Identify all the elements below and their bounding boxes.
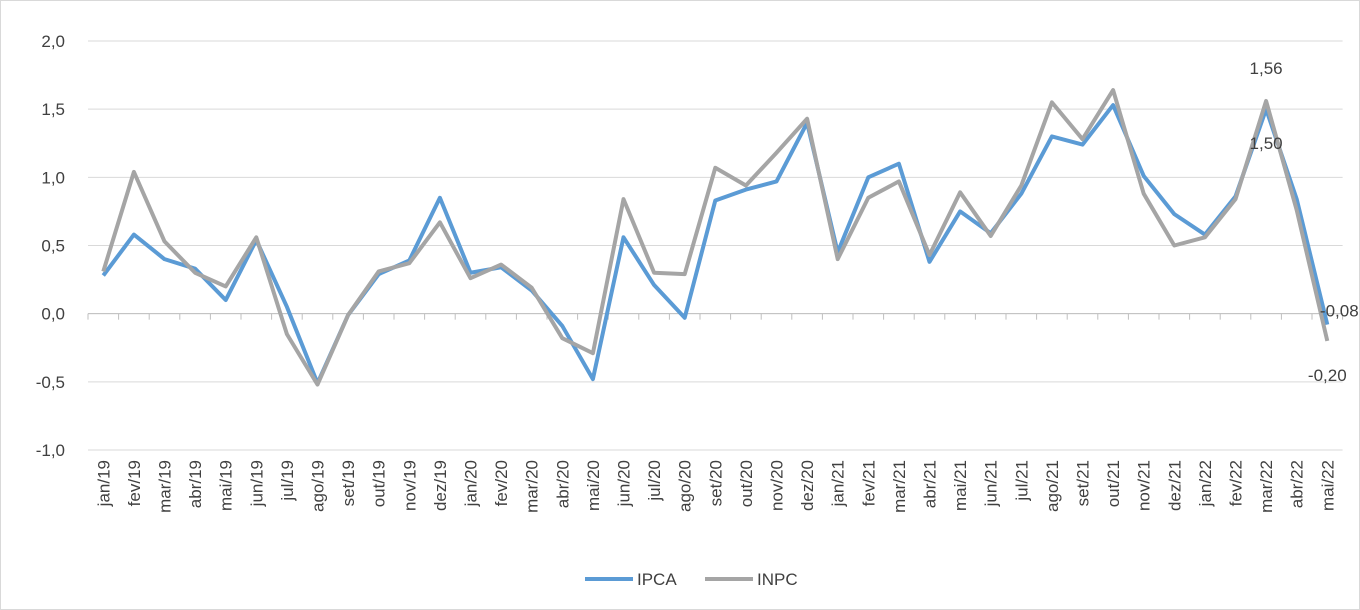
x-tick-label: mar/20 bbox=[523, 460, 542, 513]
x-tick-label: jul/20 bbox=[645, 460, 664, 502]
x-tick-label: ago/19 bbox=[309, 460, 328, 512]
x-tick-label: mai/20 bbox=[584, 460, 603, 511]
y-tick-label: 1,0 bbox=[41, 168, 65, 187]
x-tick-label: jul/19 bbox=[278, 460, 297, 502]
x-tick-label: jul/21 bbox=[1012, 460, 1031, 502]
x-tick-label: out/19 bbox=[370, 460, 389, 507]
x-tick-label: fev/19 bbox=[125, 460, 144, 506]
x-tick-label: ago/20 bbox=[676, 460, 695, 512]
x-tick-label: nov/21 bbox=[1135, 460, 1154, 511]
x-tick-label: jan/19 bbox=[94, 460, 113, 507]
x-tick-label: mar/21 bbox=[890, 460, 909, 513]
x-tick-label: abr/22 bbox=[1288, 460, 1307, 508]
x-tick-label: set/21 bbox=[1074, 460, 1093, 506]
data-label: -0,20 bbox=[1308, 366, 1347, 385]
x-tick-label: mai/21 bbox=[951, 460, 970, 511]
x-tick-label: jun/21 bbox=[982, 460, 1001, 507]
x-tick-label: out/20 bbox=[737, 460, 756, 507]
x-tick-label: mar/22 bbox=[1257, 460, 1276, 513]
y-tick-label: 0,0 bbox=[41, 305, 65, 324]
y-tick-label: -0,5 bbox=[36, 373, 65, 392]
x-tick-label: abr/20 bbox=[553, 460, 572, 508]
x-tick-label: abr/19 bbox=[186, 460, 205, 508]
x-tick-label: jun/19 bbox=[247, 460, 266, 507]
y-tick-label: 2,0 bbox=[41, 32, 65, 51]
x-tick-label: set/19 bbox=[339, 460, 358, 506]
data-label: -0,08 bbox=[1320, 302, 1359, 321]
x-tick-label: jun/20 bbox=[615, 460, 634, 507]
legend-label: IPCA bbox=[637, 570, 677, 589]
y-tick-label: -1,0 bbox=[36, 441, 65, 460]
x-tick-label: jan/22 bbox=[1196, 460, 1215, 507]
x-tick-label: ago/21 bbox=[1043, 460, 1062, 512]
x-tick-label: jan/20 bbox=[462, 460, 481, 507]
y-tick-label: 1,5 bbox=[41, 100, 65, 119]
x-tick-label: mai/19 bbox=[217, 460, 236, 511]
legend-label: INPC bbox=[757, 570, 798, 589]
x-tick-label: jan/21 bbox=[829, 460, 848, 507]
x-tick-label: nov/19 bbox=[400, 460, 419, 511]
data-label: 1,56 bbox=[1250, 59, 1283, 78]
x-tick-label: dez/20 bbox=[798, 460, 817, 511]
x-tick-label: fev/22 bbox=[1227, 460, 1246, 506]
x-tick-label: abr/21 bbox=[921, 460, 940, 508]
data-label: 1,50 bbox=[1250, 134, 1283, 153]
x-tick-label: set/20 bbox=[706, 460, 725, 506]
y-tick-label: 0,5 bbox=[41, 237, 65, 256]
x-tick-label: dez/19 bbox=[431, 460, 450, 511]
x-tick-label: dez/21 bbox=[1165, 460, 1184, 511]
x-tick-label: out/21 bbox=[1104, 460, 1123, 507]
x-tick-label: fev/21 bbox=[859, 460, 878, 506]
series-line bbox=[101, 88, 1330, 387]
x-tick-label: nov/20 bbox=[768, 460, 787, 511]
x-tick-label: mai/22 bbox=[1318, 460, 1337, 511]
x-tick-label: mar/19 bbox=[156, 460, 175, 513]
x-tick-label: fev/20 bbox=[492, 460, 511, 506]
